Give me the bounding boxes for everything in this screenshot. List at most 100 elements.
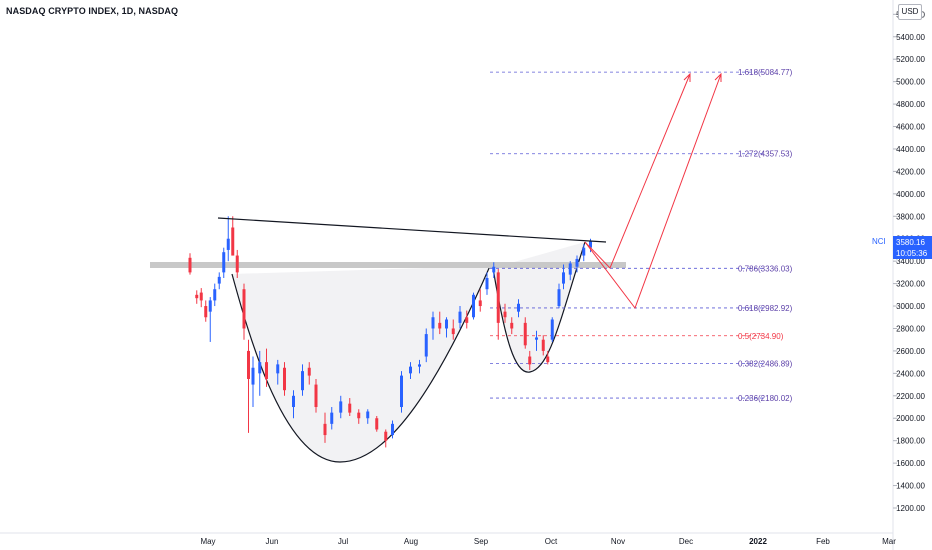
candle-body	[204, 306, 208, 318]
time-axis[interactable]: May Jun Jul Aug Sep Oct Nov Dec 2022 Feb Mar	[200, 537, 896, 546]
y-tick-label: 3000.00	[896, 302, 925, 311]
y-tick-label: 4400.00	[896, 145, 925, 154]
candle-body	[465, 317, 469, 323]
y-tick-label: 5200.00	[896, 55, 925, 64]
candle-body	[301, 371, 304, 391]
last-price-tag: 3580.16 10:05:36	[893, 236, 932, 259]
candle-body	[550, 319, 554, 340]
y-tick-label: 1200.00	[896, 504, 925, 513]
candle-body	[523, 322, 527, 346]
y-tick-label: 2800.00	[896, 324, 925, 333]
y-tick-label: 2000.00	[896, 414, 925, 423]
y-tick-label: 4000.00	[896, 190, 925, 199]
x-tick-label: 2022	[749, 537, 767, 546]
price-axis[interactable]: 1200.00 1400.00 1600.00 1800.00 2000.00 2200.…	[893, 10, 926, 513]
candle-body	[292, 395, 295, 408]
candle-body	[510, 322, 514, 329]
x-tick-label: Mar	[882, 537, 896, 546]
x-tick-label: Jul	[338, 537, 348, 546]
y-tick-label: 3800.00	[896, 212, 925, 221]
candle-body	[472, 294, 475, 318]
candle-body	[445, 319, 448, 329]
bar-countdown: 10:05:36	[896, 249, 928, 258]
x-tick-label: Jun	[266, 537, 279, 546]
neckline	[217, 217, 607, 243]
y-tick-label: 3200.00	[896, 280, 925, 289]
arrowhead-2	[714, 72, 722, 82]
candle-body	[323, 423, 327, 436]
fib-label: 0.5(2734.90)	[738, 332, 784, 341]
support-band	[150, 262, 626, 268]
candle-body	[330, 412, 334, 424]
x-tick-label: Aug	[404, 537, 418, 546]
candle-body	[546, 356, 550, 363]
chart-title: NASDAQ CRYPTO INDEX, 1D, NASDAQ	[6, 6, 179, 16]
candle-body	[400, 375, 403, 408]
fib-label: 0.786(3336.03)	[738, 264, 793, 273]
candle-body	[375, 418, 379, 430]
fib-label: 0.382(2486.89)	[738, 360, 793, 369]
candle-body	[409, 366, 412, 374]
cup-pattern	[231, 241, 586, 463]
candle-body	[247, 350, 250, 379]
candle-body	[517, 303, 520, 312]
candle-body	[348, 403, 352, 413]
y-tick-label: 4600.00	[896, 123, 925, 132]
y-tick-label: 4200.00	[896, 167, 925, 176]
candle-body	[199, 292, 203, 301]
candle-body	[195, 294, 199, 299]
fib-label: 0.236(2180.02)	[738, 394, 793, 403]
candle-body	[242, 289, 246, 329]
y-tick-label: 2400.00	[896, 369, 925, 378]
candle-body	[226, 238, 230, 250]
fib-extension: 1.618(5084.77) 1.272(4357.53) 0.786(3336.0…	[490, 68, 793, 403]
candles	[188, 216, 592, 448]
y-tick-label: 2200.00	[896, 392, 925, 401]
candle-body	[283, 367, 286, 391]
y-tick-label: 4800.00	[896, 100, 925, 109]
currency-badge[interactable]: USD	[898, 4, 922, 20]
y-tick-label: 1600.00	[896, 459, 925, 468]
y-tick-label: 2600.00	[896, 347, 925, 356]
candle-body	[391, 423, 394, 436]
candle-body	[557, 289, 561, 307]
candle-body	[265, 362, 268, 379]
x-tick-label: Oct	[545, 537, 558, 546]
candle-body	[431, 317, 435, 329]
candle-body	[458, 311, 462, 323]
cup-fill	[232, 266, 490, 462]
symbol-tag: NCI	[872, 237, 886, 246]
candle-body	[339, 401, 343, 413]
candle-body	[222, 252, 226, 273]
handle-curve	[492, 241, 586, 373]
candle-body	[424, 334, 428, 357]
x-tick-label: Sep	[474, 537, 489, 546]
candle-body	[568, 263, 572, 275]
x-tick-label: Dec	[679, 537, 693, 546]
fib-label: 1.272(4357.53)	[738, 150, 793, 159]
y-tick-label: 1800.00	[896, 437, 925, 446]
candle-body	[438, 322, 442, 329]
y-tick-label: 3400.00	[896, 257, 925, 266]
y-tick-label: 5000.00	[896, 78, 925, 87]
candle-body	[366, 411, 370, 419]
handle-fill	[493, 242, 585, 373]
candle-body	[562, 272, 565, 284]
candle-body	[276, 364, 280, 374]
candle-body	[541, 339, 545, 351]
candle-body	[589, 240, 592, 248]
candle-body	[492, 266, 496, 273]
projection-path-1	[584, 73, 691, 269]
x-tick-label: Feb	[816, 537, 830, 546]
candle-body	[503, 311, 507, 318]
candle-body	[251, 367, 255, 385]
projection-arrows	[584, 72, 722, 310]
x-tick-label: May	[200, 537, 215, 546]
fib-label: 0.618(2982.92)	[738, 304, 793, 313]
candle-body	[451, 328, 455, 335]
candle-body	[485, 277, 489, 290]
candle-body	[307, 367, 311, 376]
candle-body	[528, 356, 532, 365]
candle-body	[188, 257, 192, 273]
